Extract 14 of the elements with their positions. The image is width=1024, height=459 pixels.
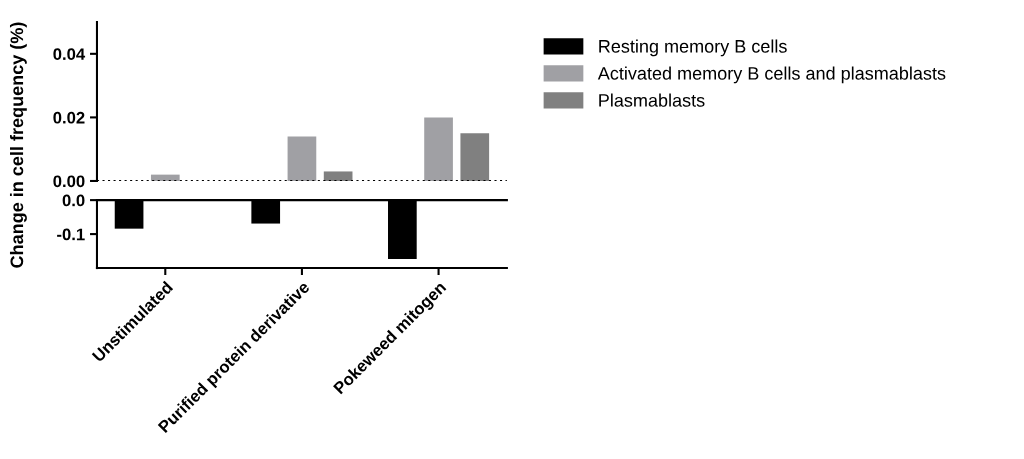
- bar: [287, 136, 317, 181]
- bar: [460, 133, 490, 181]
- y-axis-title: Change in cell frequency (%): [9, 22, 27, 268]
- legend-label: Activated memory B cells and plasmablasts: [597, 66, 946, 84]
- legend-label: Plasmablasts: [599, 93, 705, 107]
- bar: [424, 117, 453, 181]
- y-tick-label: 0.04: [53, 48, 86, 61]
- y-tick-label: 0.0: [62, 194, 85, 207]
- y-tick-label: 0.00: [53, 175, 85, 188]
- bar: [150, 174, 180, 181]
- y-tick-label: -0.1: [57, 228, 85, 241]
- legend-label: Resting memory B cells: [599, 39, 787, 57]
- bar: [323, 171, 353, 181]
- y-tick-label: 0.02: [53, 111, 85, 124]
